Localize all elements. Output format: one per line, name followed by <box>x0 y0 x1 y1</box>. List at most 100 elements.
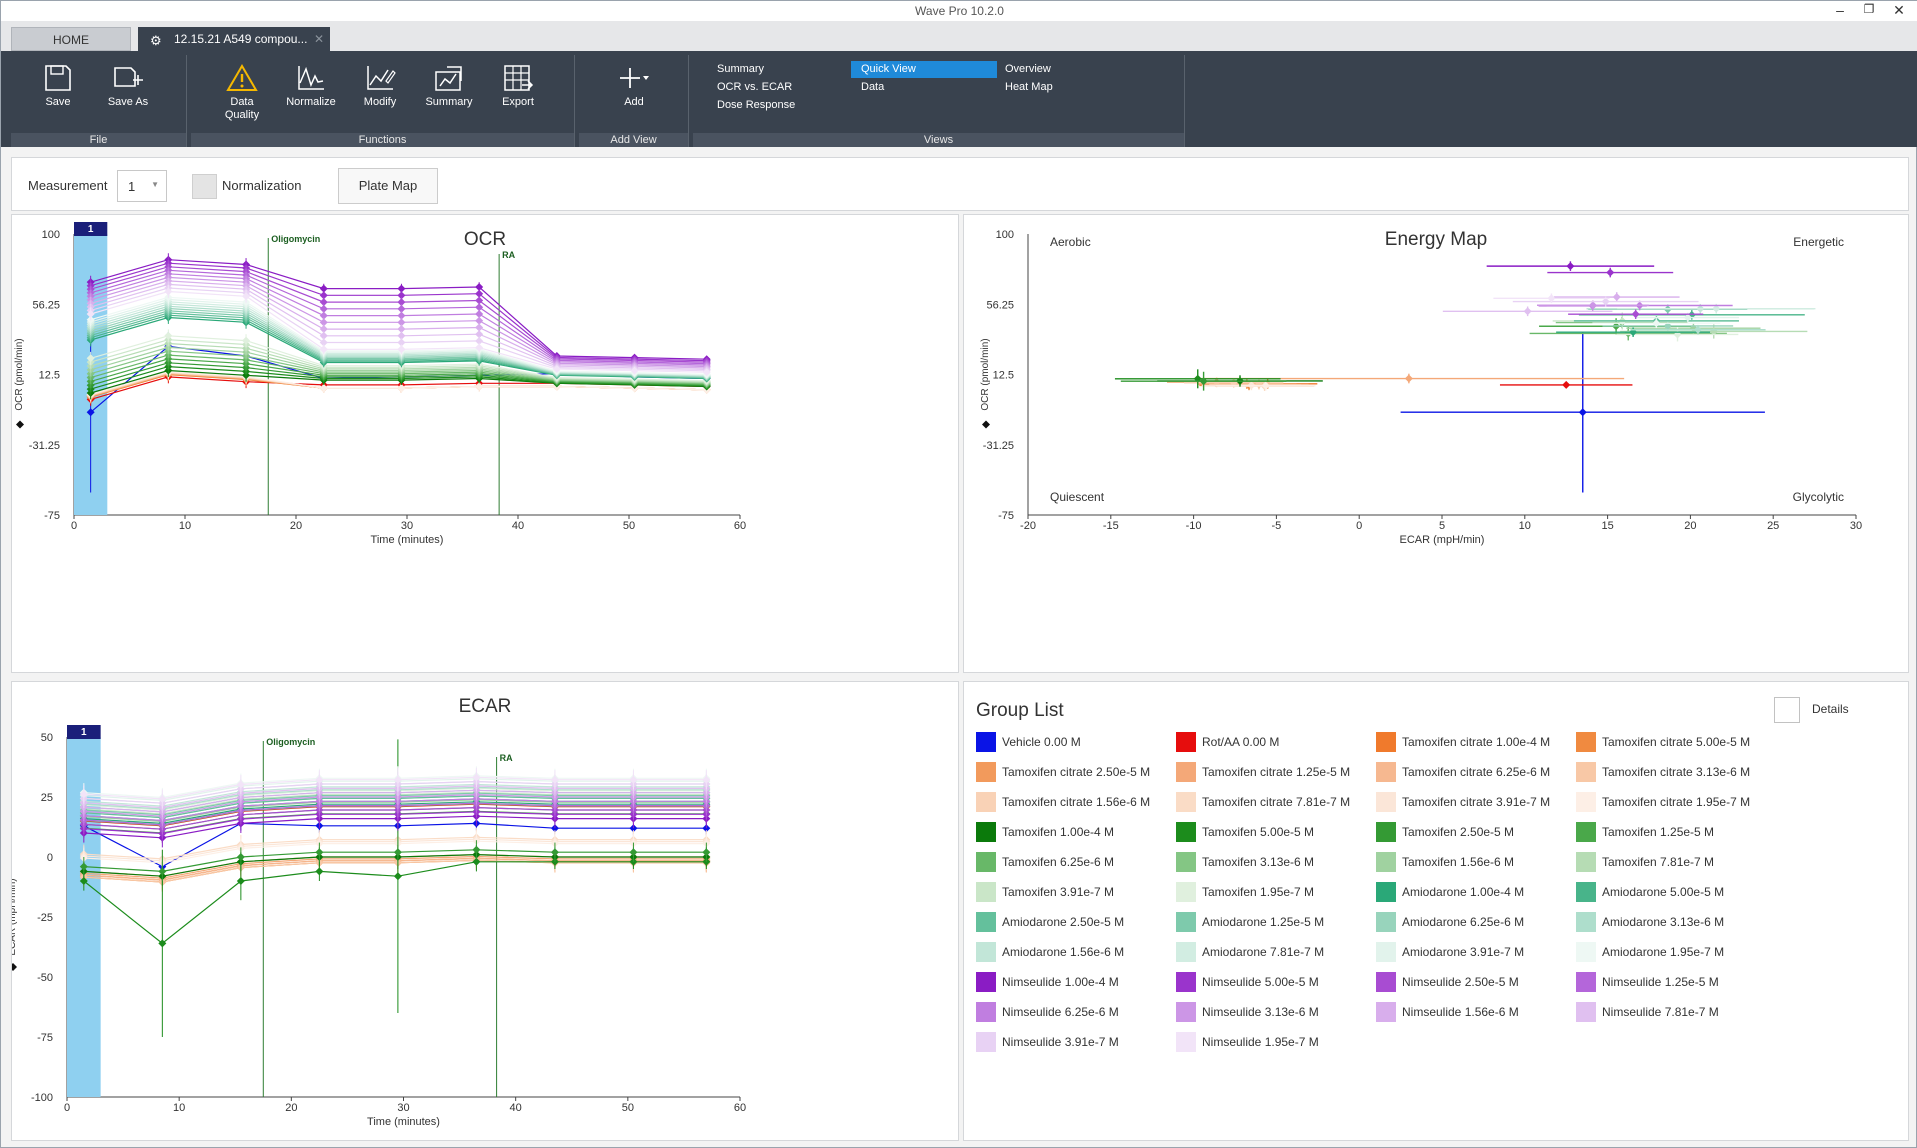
group-item-label: Tamoxifen 6.25e-6 M <box>1002 855 1115 869</box>
data-point <box>550 775 559 784</box>
measurement-dropdown[interactable]: 1 ▼ <box>117 170 167 202</box>
tab-home[interactable]: HOME <box>11 27 131 51</box>
x-tick-label: 40 <box>510 1102 522 1114</box>
ecar-title: ECAR <box>458 696 512 717</box>
group-color-swatch <box>976 882 996 902</box>
data-point <box>475 336 484 345</box>
group-label-views: Views <box>693 133 1184 147</box>
group-item-label: Tamoxifen citrate 2.50e-5 M <box>1002 765 1151 779</box>
data-point <box>1404 374 1413 383</box>
view-summary[interactable]: Summary <box>717 63 765 75</box>
save-button[interactable]: Save <box>29 63 87 109</box>
injection-label: RA <box>500 753 513 763</box>
data-point <box>702 848 711 857</box>
x-tick-label: 20 <box>285 1102 297 1114</box>
data-point <box>158 794 167 803</box>
normalization-checkbox[interactable] <box>192 174 217 199</box>
data-point <box>164 331 173 340</box>
data-quality-button[interactable]: Data Quality <box>213 63 271 122</box>
data-point <box>475 296 484 305</box>
data-point <box>1712 304 1721 313</box>
data-point <box>86 408 95 417</box>
summary-button[interactable]: Summary <box>420 63 478 109</box>
group-color-swatch <box>1376 792 1396 812</box>
group-item-label: Vehicle 0.00 M <box>1002 735 1081 749</box>
data-point <box>472 845 481 854</box>
data-point <box>1199 377 1208 386</box>
data-point <box>629 848 638 857</box>
x-tick-label: 10 <box>1519 520 1531 532</box>
energy-map-chart[interactable]: 100 56.25 12.5 -31.25 -75 -20 -15 -10 -5 0 5 10 15 20… <box>964 215 1908 672</box>
group-color-swatch <box>1576 972 1596 992</box>
group-item-label: Amiodarone 3.91e-7 M <box>1402 945 1525 959</box>
y-tick-label: -75 <box>998 510 1014 522</box>
x-tick-label: 50 <box>622 1102 634 1114</box>
save-as-label: Save As <box>107 96 149 108</box>
save-icon <box>45 65 71 91</box>
ocr-title: OCR <box>463 229 507 250</box>
data-point <box>1606 268 1615 277</box>
group-color-swatch <box>1176 852 1196 872</box>
x-tick-label: 60 <box>734 1102 746 1114</box>
tab-file[interactable]: ⚙ 12.15.21 A549 compou... ✕ <box>138 27 330 51</box>
view-quick-view[interactable]: Quick View <box>851 61 997 78</box>
group-color-swatch <box>1576 762 1596 782</box>
y-tick-label: -75 <box>37 1032 53 1044</box>
restore-icon[interactable]: ❐ <box>1863 2 1875 16</box>
group-item-label: Nimseulide 7.81e-7 M <box>1602 1005 1719 1019</box>
normalization-label: Normalization <box>222 178 302 193</box>
ecar-panel: ECAR 50 25 0 -25 -50 -75 -100 0 10 20 30 40 50 60 Time… <box>11 681 959 1141</box>
x-axis-label: ECAR (mpH/min) <box>1400 534 1485 546</box>
data-point <box>1547 294 1556 303</box>
data-point <box>702 368 711 377</box>
data-point <box>236 780 245 789</box>
details-checkbox[interactable] <box>1774 697 1800 723</box>
minimize-icon[interactable]: – <box>1836 2 1844 18</box>
file-icon: ⚙ <box>150 33 162 48</box>
group-color-swatch <box>976 972 996 992</box>
group-item-label: Amiodarone 1.56e-6 M <box>1002 945 1125 959</box>
close-icon[interactable]: ✕ <box>1893 2 1905 18</box>
group-color-swatch <box>1176 1002 1196 1022</box>
group-color-swatch <box>1176 762 1196 782</box>
data-point <box>1601 297 1610 306</box>
x-tick-label: 0 <box>1356 520 1362 532</box>
data-point <box>397 298 406 307</box>
ocr-chart[interactable]: 100 56.25 12.5 -31.25 -75 0 10 20 30 40 50 60 Time (… <box>12 215 958 672</box>
data-point <box>472 773 481 782</box>
group-item-label: Tamoxifen citrate 1.56e-6 M <box>1002 795 1151 809</box>
normalize-button[interactable]: Normalize <box>282 63 340 109</box>
x-tick-label: -20 <box>1020 520 1036 532</box>
save-as-icon <box>114 67 143 87</box>
view-ocr-vs-ecar[interactable]: OCR vs. ECAR <box>717 81 793 93</box>
measurement-toolbar: Measurement 1 ▼ Normalization Plate Map <box>11 157 1909 211</box>
group-item-label: Amiodarone 7.81e-7 M <box>1202 945 1325 959</box>
view-heat-map[interactable]: Heat Map <box>1005 81 1053 93</box>
ecar-chart[interactable]: 50 25 0 -25 -50 -75 -100 0 10 20 30 40 50 60 Time (min… <box>12 682 958 1140</box>
group-color-swatch <box>1376 822 1396 842</box>
group-item-label: Amiodarone 1.25e-5 M <box>1202 915 1325 929</box>
data-point <box>475 309 484 318</box>
data-point <box>319 384 328 393</box>
measurement-marker-label: 1 <box>81 727 87 738</box>
group-color-swatch <box>976 732 996 752</box>
data-point <box>475 330 484 339</box>
modify-button[interactable]: Modify <box>351 63 409 109</box>
save-as-button[interactable]: Save As <box>99 63 157 109</box>
data-point <box>550 824 559 833</box>
add-view-button[interactable]: Add <box>605 63 663 109</box>
view-overview[interactable]: Overview <box>1005 63 1051 75</box>
y-tick-label: 25 <box>41 792 53 804</box>
view-dose-response[interactable]: Dose Response <box>717 99 796 111</box>
group-item-label: Tamoxifen 5.00e-5 M <box>1202 825 1315 839</box>
export-button[interactable]: Export <box>489 63 547 109</box>
y-tick-label: -100 <box>31 1092 53 1104</box>
plate-map-button[interactable]: Plate Map <box>338 168 438 204</box>
chevron-down-icon: ▼ <box>151 180 159 189</box>
tab-close-icon[interactable]: ✕ <box>313 32 324 46</box>
view-data[interactable]: Data <box>861 81 885 93</box>
x-tick-label: 10 <box>173 1102 185 1114</box>
data-point <box>393 872 402 881</box>
group-color-swatch <box>976 1032 996 1052</box>
data-point <box>552 365 561 374</box>
